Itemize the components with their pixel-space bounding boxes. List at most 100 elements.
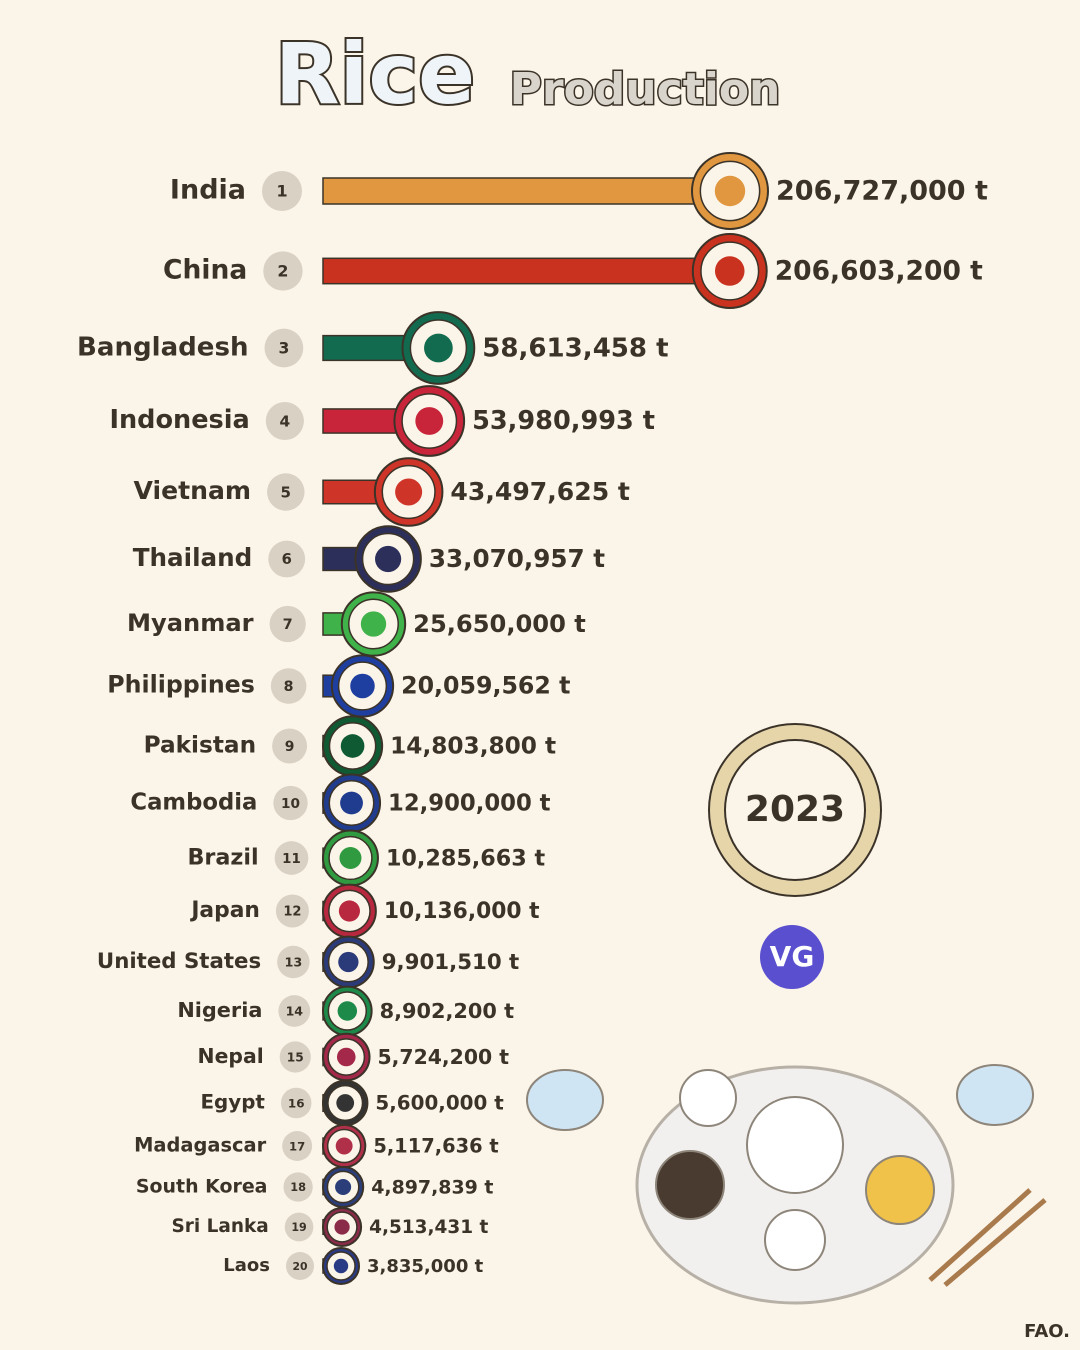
flag-emblem: [336, 1047, 356, 1067]
rank-label: 11: [282, 852, 301, 867]
flag-emblem: [424, 333, 453, 363]
country-label: Thailand: [133, 543, 253, 572]
rank-label: 7: [283, 617, 293, 633]
rank-badge: [280, 1087, 312, 1119]
value-label: 33,070,957 t: [429, 544, 605, 573]
rank-badge: [277, 945, 310, 979]
value-label: 206,603,200 t: [775, 256, 983, 287]
rank-label: 20: [292, 1260, 307, 1273]
flag-emblem: [714, 175, 746, 207]
year-ring: [710, 725, 880, 895]
rank-badge: [275, 894, 309, 928]
flag-emblem: [350, 673, 375, 699]
flag-emblem: [415, 407, 444, 435]
rank-badge: [282, 1131, 313, 1161]
flag-emblem: [395, 478, 423, 506]
rank-badge: [273, 785, 308, 821]
logo-text: VG: [770, 940, 815, 973]
country-label: Madagascar: [134, 1134, 267, 1157]
country-label: China: [163, 255, 247, 286]
flag-emblem: [338, 951, 359, 973]
rank-label: 6: [282, 551, 292, 568]
rank-label: 13: [284, 956, 302, 971]
country-label: South Korea: [136, 1176, 268, 1198]
rice-ball: [746, 1096, 844, 1194]
value-label: 10,136,000 t: [384, 899, 540, 924]
value-label: 5,724,200 t: [378, 1045, 510, 1069]
chopstick: [928, 1188, 1032, 1282]
rank-badge: [262, 171, 302, 211]
country-label: Bangladesh: [77, 333, 248, 363]
flag-emblem: [714, 256, 745, 286]
rank-label: 3: [278, 339, 289, 358]
rank-badge: [270, 668, 307, 704]
rank-label: 15: [287, 1051, 304, 1065]
flag-emblem: [336, 1094, 355, 1112]
country-label: India: [170, 175, 246, 206]
flag-emblem: [333, 1258, 349, 1274]
rank-label: 16: [288, 1097, 305, 1111]
rank-badge: [267, 473, 305, 511]
country-label: Indonesia: [109, 405, 249, 435]
value-label: 5,117,636 t: [373, 1135, 498, 1158]
country-label: Nepal: [198, 1044, 264, 1068]
bowl: [526, 1069, 604, 1131]
rank-label: 9: [285, 739, 295, 755]
rank-badge: [286, 1252, 314, 1280]
rank-badge: [272, 728, 308, 764]
chopstick: [943, 1198, 1047, 1287]
value-label: 25,650,000 t: [413, 610, 586, 638]
year-label: 2023: [745, 789, 845, 830]
rank-label: 8: [284, 679, 294, 695]
value-label: 10,285,663 t: [386, 846, 546, 872]
flag-emblem: [338, 900, 360, 922]
flag-emblem: [375, 545, 402, 573]
rank-badge: [278, 995, 311, 1027]
rank-label: 14: [286, 1004, 304, 1019]
value-label: 58,613,458 t: [482, 334, 668, 364]
rank-badge: [268, 540, 306, 578]
value-label: 206,727,000 t: [776, 176, 988, 207]
rank-badge: [263, 251, 303, 291]
value-label: 53,980,993 t: [472, 406, 655, 436]
rank-badge: [279, 1041, 311, 1073]
logo-badge: [760, 925, 824, 989]
country-label: Brazil: [187, 845, 258, 871]
flag-emblem: [334, 1219, 350, 1235]
rank-badge: [264, 328, 304, 368]
flag-emblem: [335, 1137, 353, 1155]
rank-badge: [284, 1212, 314, 1242]
source: FAO.: [1024, 1321, 1070, 1342]
rice-ball: [764, 1209, 826, 1271]
flag-emblem: [340, 791, 363, 815]
value-label: 4,513,431 t: [369, 1217, 488, 1238]
country-label: Myanmar: [127, 609, 254, 637]
country-label: Vietnam: [134, 476, 252, 505]
bar: [322, 257, 731, 285]
rank-label: 1: [276, 182, 287, 201]
rank-badge: [269, 605, 306, 643]
bar: [322, 177, 731, 205]
country-label: Sri Lanka: [171, 1216, 268, 1237]
flag-emblem: [340, 734, 365, 758]
country-label: Nigeria: [177, 998, 262, 1022]
value-label: 14,803,800 t: [390, 733, 556, 760]
tempura: [865, 1155, 935, 1225]
country-label: Pakistan: [144, 732, 257, 759]
bowl: [956, 1064, 1034, 1126]
value-label: 5,600,000 t: [375, 1092, 504, 1115]
country-label: Cambodia: [130, 790, 257, 816]
rank-badge: [283, 1172, 313, 1202]
flag-emblem: [360, 611, 387, 637]
chart-subtitle: Production: [510, 64, 781, 115]
rank-label: 17: [289, 1140, 305, 1154]
value-label: 12,900,000 t: [388, 791, 551, 817]
flag-emblem: [337, 1001, 358, 1021]
value-label: 43,497,625 t: [450, 477, 629, 506]
rank-label: 18: [290, 1180, 306, 1194]
chart-title: Rice: [275, 25, 475, 123]
year-ring-inner: [724, 739, 866, 881]
rank-label: 5: [281, 484, 291, 502]
rice-ball: [679, 1069, 737, 1127]
